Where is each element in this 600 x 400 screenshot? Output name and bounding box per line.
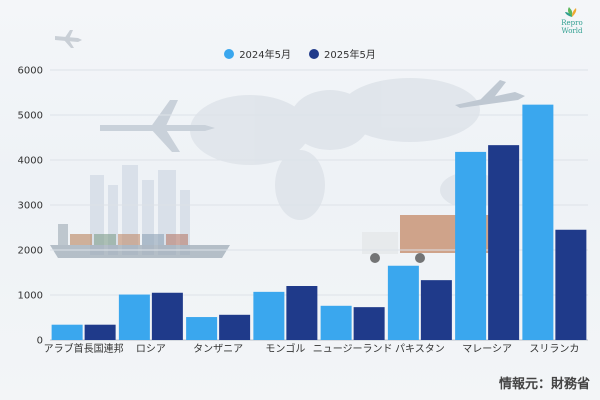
bar-2024 xyxy=(51,324,83,340)
source-note: 情報元：財務省 xyxy=(498,377,590,392)
bar-2024 xyxy=(455,151,487,340)
x-tick-label: モンゴル xyxy=(265,342,305,355)
y-tick-label: 3000 xyxy=(18,201,43,212)
bar-2025 xyxy=(151,292,183,340)
bar-2025 xyxy=(353,307,385,340)
bar-2025 xyxy=(488,145,520,340)
bar-2024 xyxy=(253,291,285,340)
bar-2025 xyxy=(420,280,452,340)
legend-swatch-2025 xyxy=(309,48,319,59)
y-tick-label: 6000 xyxy=(18,66,43,77)
bar-2024 xyxy=(387,265,419,340)
bar-2025 xyxy=(286,286,318,340)
y-tick-label: 0 xyxy=(37,336,43,347)
legend-item-2025: 2025年5月 xyxy=(309,46,376,61)
brand-logo: Repro World xyxy=(552,6,592,36)
bar-2024 xyxy=(320,305,352,340)
y-tick-label: 5000 xyxy=(18,111,43,122)
bar-2025 xyxy=(555,229,587,340)
y-tick-label: 4000 xyxy=(18,156,43,167)
bar-2025 xyxy=(84,324,116,340)
bar-2024 xyxy=(522,104,554,341)
bar-2024 xyxy=(118,294,150,340)
bar-2025 xyxy=(219,314,251,340)
x-tick-label: ニュージーランド xyxy=(313,343,393,355)
leaf-logo-icon xyxy=(565,7,577,17)
y-tick-label: 1000 xyxy=(18,291,43,302)
x-tick-label: アラブ首長国連邦 xyxy=(44,342,124,355)
y-tick-label: 2000 xyxy=(18,246,43,257)
x-tick-label: タンザニア xyxy=(193,343,243,355)
chart-legend: 2024年5月 2025年5月 xyxy=(0,46,600,61)
x-tick-label: スリランカ xyxy=(529,343,579,355)
x-tick-label: パキスタン xyxy=(395,343,445,355)
legend-item-2024: 2024年5月 xyxy=(224,46,291,61)
logo-text: Repro World xyxy=(561,19,583,35)
legend-swatch-2024 xyxy=(224,48,235,59)
legend-label-2024: 2024年5月 xyxy=(239,50,291,61)
x-tick-label: マレーシア xyxy=(462,344,512,355)
x-tick-label: ロシア xyxy=(136,344,166,355)
legend-label-2025: 2025年5月 xyxy=(324,50,376,61)
bar-2024 xyxy=(186,317,218,340)
